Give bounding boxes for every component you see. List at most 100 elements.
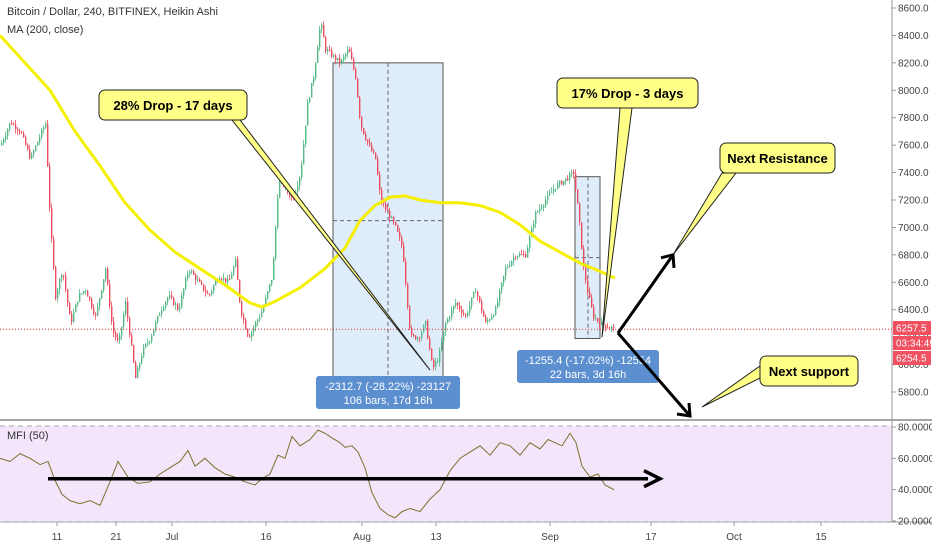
candle-body: [213, 285, 215, 291]
candle-body: [297, 185, 299, 192]
indicator-legend-mfi: MFI (50): [7, 430, 49, 442]
candle-body: [425, 320, 427, 326]
callout-box-2: [556, 77, 699, 109]
candle-body: [441, 342, 443, 351]
price-tag-label-3: 6254.5: [896, 354, 927, 365]
candle-body: [445, 322, 447, 332]
candle-body: [321, 24, 323, 30]
candle-body: [185, 278, 187, 289]
candle-body: [467, 312, 469, 316]
candle-body: [165, 301, 167, 308]
price-tick-label: 6000.0: [898, 360, 929, 371]
candle-body: [91, 299, 93, 308]
candle-body: [183, 288, 185, 296]
candle-body: [161, 310, 163, 314]
candle-body: [177, 304, 179, 310]
candle-body: [571, 172, 573, 174]
candle-body: [241, 301, 243, 316]
time-tick-label: Jul: [166, 532, 179, 543]
support-arrowhead: [676, 402, 692, 418]
candle-body: [269, 284, 271, 292]
candle-body: [251, 331, 253, 338]
candle-body: [543, 205, 545, 208]
price-tick-label: 7000.0: [898, 223, 929, 234]
candle-body: [29, 149, 31, 159]
candle-body: [585, 267, 587, 281]
candle-body: [59, 279, 61, 290]
candle-body: [523, 254, 525, 256]
price-tag-3: [893, 351, 931, 365]
candle-body: [23, 133, 25, 137]
candle-body: [415, 335, 417, 340]
candle-body: [139, 363, 141, 368]
candle-body: [159, 313, 161, 316]
price-tag-label-2: 03:34:49: [896, 339, 932, 350]
candle-body: [147, 342, 149, 344]
resistance-arrow: [616, 253, 675, 334]
candle-body: [399, 231, 401, 238]
candle-body: [235, 259, 237, 267]
price-tick-label: 7400.0: [898, 168, 929, 179]
candle-body: [361, 116, 363, 129]
candle-body: [473, 292, 475, 298]
time-tick-label: Oct: [726, 532, 742, 543]
candle-body: [489, 319, 491, 321]
candle-body: [35, 145, 37, 151]
candle-body: [11, 123, 13, 125]
candle-body: [153, 329, 155, 336]
candle-body: [433, 359, 435, 367]
mfi-tick-label: 40.0000: [898, 485, 932, 496]
candle-body: [357, 78, 359, 98]
candle-body: [461, 309, 463, 314]
candle-body: [73, 312, 75, 322]
candle-body: [557, 183, 559, 189]
time-tick-label: 21: [110, 532, 122, 543]
candle-body: [327, 49, 329, 52]
candle-body: [231, 274, 233, 279]
candle-body: [45, 123, 47, 128]
candle-body: [337, 57, 339, 60]
candle-body: [221, 278, 223, 280]
candle-body: [459, 305, 461, 310]
candle-body: [575, 173, 577, 190]
candle-body: [47, 123, 49, 167]
candle-body: [155, 322, 157, 330]
candle-body: [101, 290, 103, 299]
price-tick-label: 6400.0: [898, 305, 929, 316]
candle-body: [345, 53, 347, 57]
mfi-tick-label: 20.0000: [898, 517, 932, 528]
candle-body: [545, 200, 547, 206]
candle-body: [331, 50, 333, 57]
mfi-tick-label: 60.0000: [898, 454, 932, 465]
price-tick-label: 7800.0: [898, 113, 929, 124]
candle-body: [21, 132, 23, 134]
candle-body: [447, 318, 449, 323]
price-tick-label: 8200.0: [898, 58, 929, 69]
candle-body: [249, 335, 251, 338]
candle-body: [195, 274, 197, 281]
candle-body: [475, 291, 477, 293]
resistance-arrowhead: [660, 252, 676, 268]
candle-body: [509, 265, 511, 267]
candle-body: [105, 268, 107, 280]
candle-body: [363, 128, 365, 135]
candle-body: [83, 291, 85, 294]
candle-body: [181, 295, 183, 308]
candle-body: [31, 154, 33, 159]
candle-body: [427, 320, 429, 339]
candle-body: [141, 356, 143, 364]
candle-body: [463, 313, 465, 315]
candle-body: [401, 237, 403, 246]
support-arrow: [616, 332, 692, 417]
measure-label-line1-2: -1255.4 (-17.02%) -12554: [525, 355, 651, 367]
candle-body: [421, 332, 423, 338]
candle-body: [377, 158, 379, 175]
candle-body: [547, 194, 549, 201]
candle-body: [117, 337, 119, 341]
candle-body: [193, 271, 195, 275]
candle-body: [263, 306, 265, 312]
candle-body: [457, 302, 459, 306]
candle-body: [89, 296, 91, 300]
candle-body: [375, 152, 377, 159]
